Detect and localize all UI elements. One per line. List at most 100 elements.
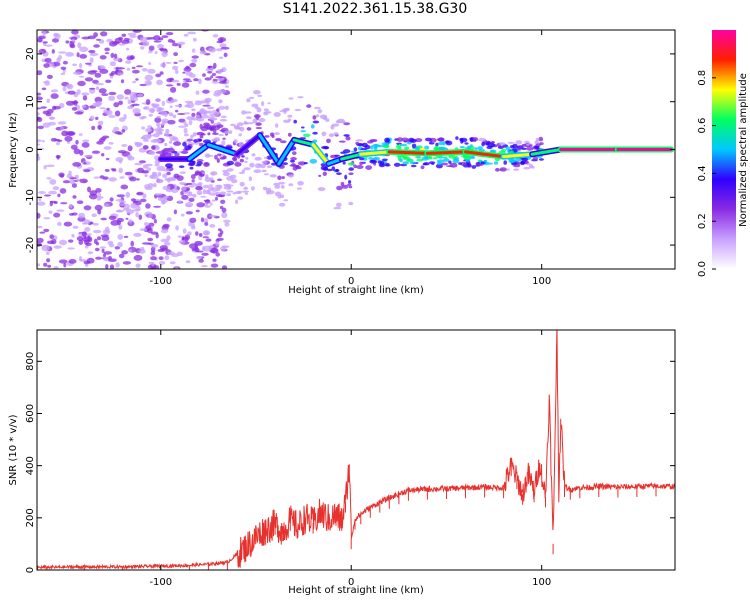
spectrogram-cell xyxy=(263,108,269,111)
spectrogram-cell xyxy=(194,102,203,106)
spectrogram-cell xyxy=(83,219,91,225)
spectrogram-cell xyxy=(106,107,110,111)
spectrogram-cell xyxy=(136,142,143,147)
spectrogram-cell xyxy=(499,142,506,146)
spectrogram-cell xyxy=(336,172,342,175)
spectrogram-cell xyxy=(267,102,271,105)
spectrogram-cell xyxy=(177,235,182,238)
spectrogram-cell xyxy=(248,96,255,99)
spectrogram-cell xyxy=(183,127,188,134)
snr-xtick-label: -100 xyxy=(149,577,172,588)
spectrogram-cell xyxy=(348,185,353,189)
spectrogram-cell xyxy=(136,192,144,196)
spectrogram-cell xyxy=(221,212,228,219)
spectrogram-cell xyxy=(119,203,126,206)
spectrogram-cell xyxy=(478,137,486,142)
spectrogram-cell xyxy=(112,57,121,62)
spectrogram-cell xyxy=(121,129,126,133)
spectrogram-cell xyxy=(196,202,205,208)
spectrogram-cell xyxy=(37,96,43,101)
spectrogram-cell xyxy=(503,160,508,165)
spectrogram-cell xyxy=(471,165,476,169)
spectrogram-cell xyxy=(212,34,219,38)
spectrogram-cell xyxy=(312,115,317,120)
spectrogram-cell xyxy=(207,70,213,74)
spectrogram-cell xyxy=(201,114,210,119)
spectrogram-cell xyxy=(177,113,186,115)
spectrogram-cell xyxy=(68,239,74,243)
spectrogram-cell xyxy=(204,199,211,204)
spectrogram-cell xyxy=(217,153,222,156)
spectrogram-cell xyxy=(297,181,304,186)
spectrogram-cell xyxy=(246,127,252,131)
spectrogram-cell xyxy=(167,177,175,182)
spectrogram-cell xyxy=(361,142,368,148)
spectrogram-cell xyxy=(41,140,45,143)
spectrogram-cell xyxy=(78,212,85,219)
spectrogram-cell xyxy=(470,137,474,142)
spectrogram-cell xyxy=(159,153,167,157)
spectrogram-cell xyxy=(292,151,297,156)
spectrogram-cell xyxy=(353,147,358,152)
spectrogram-cell xyxy=(287,114,293,118)
spectrogram-cell xyxy=(116,217,124,223)
spectrogram-cell xyxy=(118,100,123,106)
spectrogram-cell xyxy=(125,217,129,220)
spectrogram-cell xyxy=(204,222,209,226)
spectrogram-cell xyxy=(97,124,102,130)
spectrogram-cell xyxy=(209,177,214,181)
spectrogram-ridge xyxy=(235,133,262,156)
spectrogram-cell xyxy=(501,148,506,153)
spectrogram-cell xyxy=(118,224,123,230)
spectrogram-cell xyxy=(64,135,73,142)
spectrogram-cell xyxy=(95,188,102,193)
spectrogram-cell xyxy=(122,261,131,265)
spectrogram-cell xyxy=(217,184,223,190)
spectrogram-cell xyxy=(224,222,230,227)
spectrogram-cell xyxy=(444,156,448,159)
spectrogram-cell xyxy=(125,191,131,198)
spectrogram-cell xyxy=(169,261,176,265)
spectrogram-cell xyxy=(82,139,90,143)
spectrogram-cell xyxy=(95,86,100,91)
spectrogram-cell xyxy=(226,176,234,181)
spectrogram-cell xyxy=(182,141,187,147)
spectrogram-cell xyxy=(499,167,507,172)
spectrogram-cell xyxy=(337,118,345,124)
spectrogram-cell xyxy=(274,184,281,189)
spectrogram-cell xyxy=(467,145,471,151)
spectrogram-cell xyxy=(118,43,126,46)
spectrogram-cell xyxy=(345,136,351,141)
spectrogram-cell xyxy=(251,153,256,157)
spectrogram-cell xyxy=(343,122,351,126)
spectrogram-cell xyxy=(216,69,223,75)
spectrogram-cell xyxy=(121,250,128,255)
spectrogram-cell xyxy=(420,165,425,170)
spectrogram-cell xyxy=(514,158,522,162)
spectrogram-cell xyxy=(115,262,120,268)
spectrogram-cell xyxy=(313,106,321,110)
spectrogram-cell xyxy=(147,131,152,135)
spectrogram-cell xyxy=(74,111,84,115)
spectrogram-cell xyxy=(448,160,452,164)
spectrogram-cell xyxy=(67,247,75,250)
spectrogram-cell xyxy=(208,184,213,187)
spectrogram-cell xyxy=(91,213,97,218)
spectrogram-cell xyxy=(196,114,200,118)
spectrogram-ytick-label: -20 xyxy=(25,237,36,253)
spectrogram-cell xyxy=(171,40,176,44)
spectrogram-cell xyxy=(66,141,71,144)
spectrogram-cell xyxy=(37,263,41,267)
spectrogram-cell xyxy=(60,66,67,71)
spectrogram-cell xyxy=(121,144,128,147)
spectrogram-cell xyxy=(311,124,315,129)
spectrogram-cell xyxy=(134,162,143,166)
spectrogram-cell xyxy=(143,139,150,142)
spectrogram-cell xyxy=(77,42,82,49)
spectrogram-cell xyxy=(147,82,152,85)
spectrogram-cell xyxy=(161,100,165,107)
spectrogram-cell xyxy=(409,138,417,143)
spectrogram-cell xyxy=(53,105,61,110)
spectrogram-cell xyxy=(150,243,159,248)
